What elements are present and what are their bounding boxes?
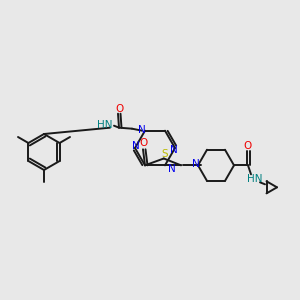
Text: N: N (192, 159, 200, 169)
Text: N: N (132, 141, 140, 151)
Text: N: N (138, 125, 146, 135)
Text: N: N (168, 164, 176, 174)
Text: S: S (161, 149, 168, 160)
Text: N: N (170, 145, 178, 155)
Text: O: O (140, 138, 148, 148)
Text: O: O (115, 104, 123, 114)
Text: HN: HN (97, 120, 113, 130)
Text: HN: HN (247, 174, 263, 184)
Text: O: O (244, 141, 252, 151)
